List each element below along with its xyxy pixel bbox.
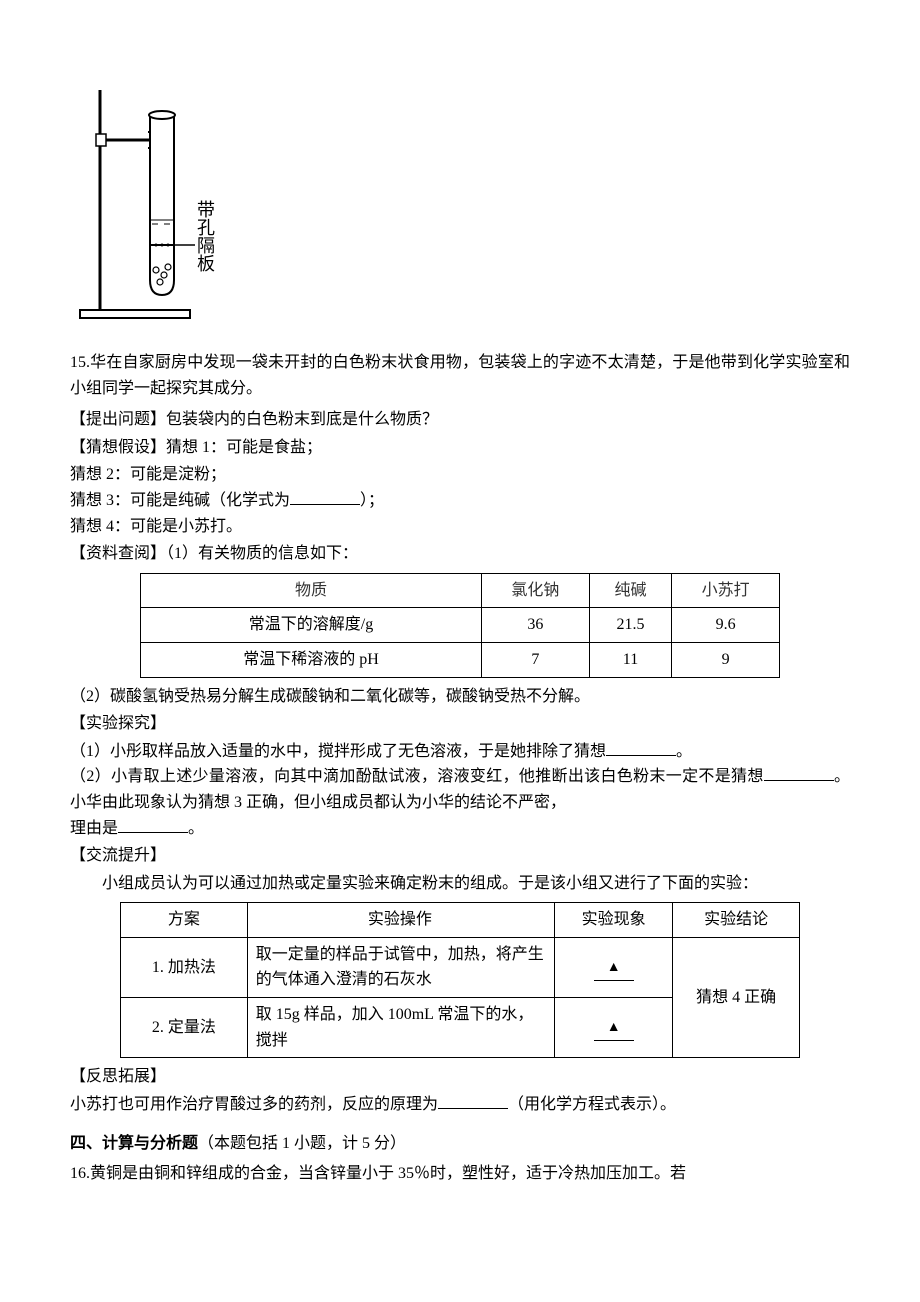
t2-h2: 实验现象 (555, 903, 673, 938)
reflect-pre: 小苏打也可用作治疗胃酸过多的药剂，反应的原理为 (70, 1096, 438, 1113)
q15-raise-question: 【提出问题】包装袋内的白色粉末到底是什么物质？ (70, 407, 850, 433)
q16-text: 黄铜是由铜和锌组成的合金，当含锌量小于 35％时，塑性好，适于冷热加压加工。若 (90, 1165, 686, 1182)
t2-h1: 实验操作 (247, 903, 554, 938)
exp2-l1-pre: （2）小青取上述少量溶液，向其中滴加酚酞试液，溶液变红，他推断出该白色粉末一定不… (70, 768, 764, 785)
blank-exp1[interactable] (606, 739, 676, 756)
page-container: 带孔隔板 15.华在自家厨房中发现一袋未开封的白色粉末状食用物，包装袋上的字迹不… (0, 0, 920, 1247)
exp1: （1）小彤取样品放入适量的水中，搅拌形成了无色溶液，于是她排除了猜想 。 (70, 739, 850, 765)
t1-r0c2: 21.5 (589, 608, 672, 643)
info1-prefix: （1）有关物质的信息如下： (166, 545, 358, 562)
q15-intro: 15.华在自家厨房中发现一袋未开封的白色粉末状食用物，包装袋上的字迹不太清楚，于… (70, 350, 850, 401)
guess4: 猜想 4：可能是小苏打。 (70, 514, 850, 540)
guess3-post: ）； (360, 492, 384, 509)
t1-h1: 氯化钠 (482, 573, 590, 608)
t1-r1c2: 11 (589, 642, 672, 677)
t1-r1c1: 7 (482, 642, 590, 677)
section4-note: （本题包括 1 小题，计 5 分） (198, 1135, 406, 1152)
blank-triangle-2[interactable] (594, 1014, 634, 1041)
t2-r0c1: 取一定量的样品于试管中，加热，将产生的气体通入澄清的石灰水 (247, 937, 554, 997)
experiment-table: 方案 实验操作 实验现象 实验结论 1. 加热法 取一定量的样品于试管中，加热，… (120, 902, 800, 1058)
exp2-line1: （2）小青取上述少量溶液，向其中滴加酚酞试液，溶液变红，他推断出该白色粉末一定不… (70, 764, 850, 815)
exp1-post: 。 (676, 743, 692, 760)
t2-r0c0: 1. 加热法 (121, 937, 248, 997)
t1-h0: 物质 (141, 573, 482, 608)
t1-r1c3: 9 (672, 642, 780, 677)
reflect-post: （用化学方程式表示）。 (508, 1096, 676, 1113)
q15-number: 15. (70, 354, 90, 371)
label-info: 【资料查阅】 (70, 545, 166, 562)
reflect-line: 小苏打也可用作治疗胃酸过多的药剂，反应的原理为 （用化学方程式表示）。 (70, 1092, 850, 1118)
t1-h3: 小苏打 (672, 573, 780, 608)
section4-title: 四、计算与分析题 (70, 1135, 198, 1152)
label-promote: 【交流提升】 (70, 843, 850, 869)
t1-r0c0: 常温下的溶解度/g (141, 608, 482, 643)
exp1-pre: （1）小彤取样品放入适量的水中，搅拌形成了无色溶液，于是她排除了猜想 (70, 743, 606, 760)
t1-r1c0: 常温下稀溶液的 pH (141, 642, 482, 677)
diagram-label: 带孔隔板 (195, 200, 215, 272)
t2-r1c0: 2. 定量法 (121, 998, 248, 1058)
promote-text: 小组成员认为可以通过加热或定量实验来确定粉末的组成。于是该小组又进行了下面的实验… (70, 871, 850, 897)
label-guess: 【猜想假设】 (70, 439, 166, 456)
table1-header-row: 物质 氯化钠 纯碱 小苏打 (141, 573, 780, 608)
label-question: 【提出问题】 (70, 411, 166, 428)
apparatus-svg: 带孔隔板 (70, 70, 250, 330)
t2-h0: 方案 (121, 903, 248, 938)
exp2-l2-post: 。 (188, 820, 204, 837)
guess2: 猜想 2：可能是淀粉； (70, 462, 850, 488)
q15-guess-line: 【猜想假设】猜想 1：可能是食盐； (70, 435, 850, 461)
table2-header-row: 方案 实验操作 实验现象 实验结论 (121, 903, 800, 938)
q16-line: 16.黄铜是由铜和锌组成的合金，当含锌量小于 35％时，塑性好，适于冷热加压加工… (70, 1161, 850, 1187)
guess3: 猜想 3：可能是纯碱（化学式为 ）； (70, 488, 850, 514)
text-question: 包装袋内的白色粉末到底是什么物质？ (166, 411, 438, 428)
t1-r0c3: 9.6 (672, 608, 780, 643)
t2-h3: 实验结论 (673, 903, 800, 938)
q16-number: 16. (70, 1165, 90, 1182)
t2-r1c1: 取 15g 样品，加入 100mL 常温下的水，搅拌 (247, 998, 554, 1058)
t1-r0c1: 36 (482, 608, 590, 643)
apparatus-diagram: 带孔隔板 (70, 70, 250, 330)
label-exp: 【实验探究】 (70, 711, 850, 737)
q15-info-line: 【资料查阅】（1）有关物质的信息如下： (70, 541, 850, 567)
guess3-pre: 猜想 3：可能是纯碱（化学式为 (70, 492, 290, 509)
blank-exp2b[interactable] (118, 816, 188, 833)
label-reflect: 【反思拓展】 (70, 1064, 850, 1090)
section4-header: 四、计算与分析题（本题包括 1 小题，计 5 分） (70, 1131, 850, 1157)
t1-h2: 纯碱 (589, 573, 672, 608)
exp2-l2-pre: 理由是 (70, 820, 118, 837)
blank-triangle-1[interactable] (594, 954, 634, 981)
blank-reflect[interactable] (438, 1092, 508, 1109)
info2: （2）碳酸氢钠受热易分解生成碳酸钠和二氧化碳等，碳酸钠受热不分解。 (70, 684, 850, 710)
t2-conclusion: 猜想 4 正确 (673, 937, 800, 1057)
exp2-line2: 理由是 。 (70, 816, 850, 842)
t2-r0c2 (555, 937, 673, 997)
q15-intro-text: 华在自家厨房中发现一袋未开封的白色粉末状食用物，包装袋上的字迹不太清楚，于是他带… (70, 354, 850, 397)
guess1: 猜想 1：可能是食盐； (166, 439, 322, 456)
table1-row-0: 常温下的溶解度/g 36 21.5 9.6 (141, 608, 780, 643)
t2-r1c2 (555, 998, 673, 1058)
table1-row-1: 常温下稀溶液的 pH 7 11 9 (141, 642, 780, 677)
blank-exp2a[interactable] (764, 764, 834, 781)
table2-row-0: 1. 加热法 取一定量的样品于试管中，加热，将产生的气体通入澄清的石灰水 猜想 … (121, 937, 800, 997)
blank-guess3[interactable] (290, 488, 360, 505)
info-table: 物质 氯化钠 纯碱 小苏打 常温下的溶解度/g 36 21.5 9.6 常温下稀… (140, 573, 780, 678)
